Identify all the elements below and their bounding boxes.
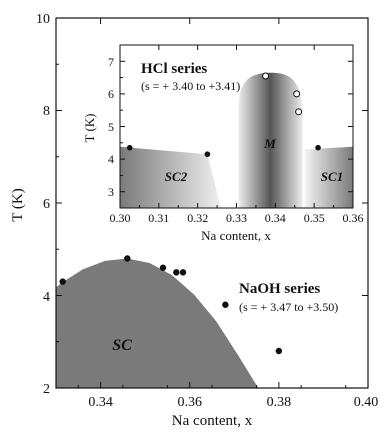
hcl-filled-point [127, 145, 133, 151]
hcl-open-point [296, 109, 302, 115]
main-y-tick-label: 6 [43, 197, 50, 212]
sc-phase-region [56, 259, 310, 393]
naoh-data-point [124, 255, 130, 261]
naoh-data-point [160, 265, 166, 271]
inset-y-tick-label: 7 [108, 55, 114, 69]
sc1-region-label: SC1 [321, 169, 343, 184]
sc2-region-label: SC2 [165, 169, 188, 184]
hcl-open-point [294, 91, 300, 97]
naoh-data-point [276, 348, 282, 354]
inset-series-name: HCl series [141, 61, 207, 77]
main-y-axis-label: T (K) [10, 188, 26, 221]
m-region-label: M [263, 136, 276, 151]
inset-y-tick-label: 5 [108, 120, 114, 134]
main-x-tick-label: 0.40 [354, 395, 379, 410]
inset-x-axis-label: Na content, x [201, 228, 271, 243]
sc-region-label: SC [112, 337, 132, 354]
main-series-name: NaOH series [239, 281, 320, 297]
naoh-data-point [173, 269, 179, 275]
inset-y-axis-label: T (K) [82, 113, 97, 142]
inset-y-tick-label: 3 [108, 185, 114, 199]
inset-y-tick-label: 6 [108, 87, 114, 101]
main-x-tick-label: 0.36 [177, 395, 202, 410]
inset-x-tick-label: 0.34 [265, 211, 286, 225]
inset-x-tick-label: 0.31 [148, 211, 169, 225]
naoh-data-point [59, 278, 65, 284]
naoh-data-point [180, 269, 186, 275]
inset-series-subtitle: (s = + 3.40 to +3.41) [141, 79, 240, 93]
inset-x-tick-label: 0.35 [304, 211, 325, 225]
hcl-open-point [263, 73, 269, 79]
hcl-filled-point [315, 145, 321, 151]
inset-x-tick-label: 0.36 [343, 211, 364, 225]
main-y-tick-label: 4 [43, 290, 50, 305]
main-x-tick-label: 0.38 [267, 395, 292, 410]
naoh-data-point [222, 302, 228, 308]
inset-x-tick-label: 0.33 [226, 211, 247, 225]
main-y-tick-label: 8 [43, 104, 50, 119]
main-y-tick-label: 2 [43, 382, 50, 397]
main-x-tick-label: 0.34 [88, 395, 113, 410]
inset-y-tick-label: 4 [108, 152, 114, 166]
hcl-filled-point [205, 151, 211, 157]
main-series-subtitle: (s = + 3.47 to +3.50) [239, 300, 338, 314]
main-x-axis-label: Na content, x [172, 413, 253, 429]
main-y-tick-label: 10 [36, 12, 50, 27]
inset-x-tick-label: 0.30 [110, 211, 131, 225]
inset-x-tick-label: 0.32 [187, 211, 208, 225]
